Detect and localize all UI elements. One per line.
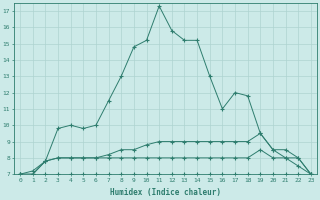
X-axis label: Humidex (Indice chaleur): Humidex (Indice chaleur) (110, 188, 221, 197)
